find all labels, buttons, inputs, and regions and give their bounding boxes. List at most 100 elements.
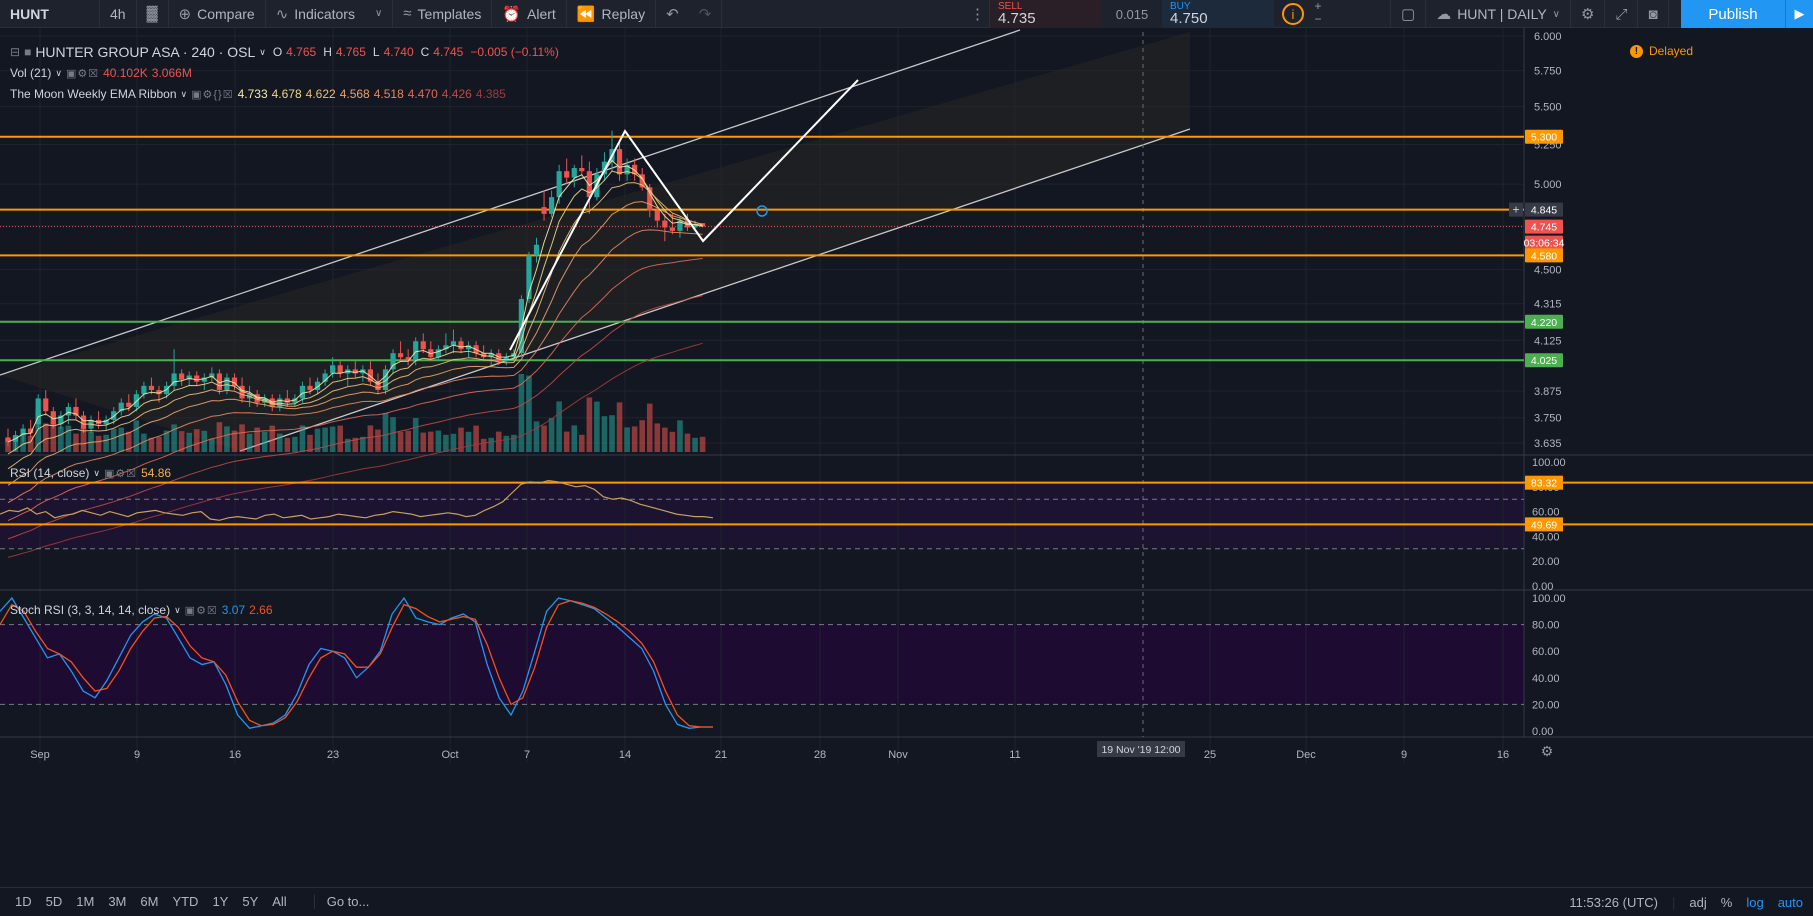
adj-toggle[interactable]: adj <box>1689 894 1707 910</box>
settings-button[interactable]: ⚙ <box>1571 0 1606 28</box>
ohlc-low: 4.740 <box>383 45 414 59</box>
candle-body <box>382 369 389 391</box>
range-5y[interactable]: 5Y <box>242 894 259 909</box>
redo-button[interactable]: ↷ <box>689 0 723 28</box>
volume-bar <box>314 428 321 452</box>
candle-body <box>156 390 162 395</box>
stoch-legend: Stoch RSI (3, 3, 14, 14, close) ∨ ▣⚙☒ 3.… <box>10 603 273 617</box>
price-axis-label: 4.500 <box>1534 265 1562 277</box>
volume-bar <box>292 436 298 452</box>
ohlc-l-label: L <box>372 45 380 59</box>
chevron-down-icon[interactable]: ∨ <box>174 604 181 615</box>
series-title[interactable]: HUNTER GROUP ASA · 240 · OSL <box>35 44 256 60</box>
buy-button[interactable]: BUY 4.750 <box>1162 0 1274 28</box>
candle-body <box>322 373 328 382</box>
chevron-down-icon[interactable]: ∨ <box>93 467 100 478</box>
candle-body <box>209 373 215 378</box>
layout-button[interactable]: ☁ HUNT | DAILY ∨ <box>1426 0 1571 28</box>
indicators-button[interactable]: ∿ Indicators ∨ <box>266 0 394 28</box>
stoch-k-value: 3.07 <box>221 603 246 617</box>
log-toggle[interactable]: log <box>1746 894 1764 910</box>
qty-stepper[interactable]: + − <box>1312 0 1324 28</box>
legend-buttons[interactable]: ▣⚙☒ <box>103 467 138 480</box>
plus-icon: + <box>1512 203 1519 217</box>
replay-button[interactable]: ⏪ Replay <box>567 0 657 28</box>
zigzag-drawing <box>509 79 859 351</box>
goto-button[interactable]: Go to... <box>313 894 369 909</box>
chevron-down-icon[interactable]: ∨ <box>259 46 266 57</box>
volume-name[interactable]: Vol (21) <box>10 66 52 80</box>
range-ytd[interactable]: YTD <box>172 894 199 909</box>
ema-name[interactable]: The Moon Weekly EMA Ribbon <box>10 87 177 101</box>
price-badge-label: 4.845 <box>1531 205 1557 217</box>
range-6m[interactable]: 6M <box>140 894 159 909</box>
auto-toggle[interactable]: auto <box>1777 894 1803 910</box>
interval-button[interactable]: 4h <box>100 0 137 28</box>
volume-bar <box>428 431 434 452</box>
volume-bar <box>465 431 472 452</box>
range-3m[interactable]: 3M <box>108 894 127 909</box>
range-1y[interactable]: 1Y <box>212 894 229 909</box>
time-cursor-box <box>1097 741 1185 757</box>
range-all[interactable]: All <box>272 894 287 909</box>
compare-button[interactable]: ⊕ Compare <box>169 0 266 28</box>
delayed-badge[interactable]: ! Delayed <box>1629 44 1693 58</box>
undo-icon: ↶ <box>666 5 679 23</box>
candle-body <box>488 353 494 358</box>
chevron-down-icon[interactable]: ∨ <box>180 88 188 99</box>
volume-bar <box>616 402 623 452</box>
volume-bar <box>541 425 547 452</box>
fullscreen-button[interactable]: ⤢ <box>1605 0 1639 28</box>
templates-button[interactable]: ≈ Templates <box>393 0 493 28</box>
sell-button[interactable]: SELL 4.735 <box>990 0 1102 28</box>
chart-type-button[interactable]: ▓ <box>137 0 169 28</box>
stoch-k-line <box>0 596 713 730</box>
candle-body <box>148 385 155 391</box>
redo-icon: ↷ <box>698 5 712 23</box>
volume-bar <box>231 430 238 452</box>
undo-button[interactable]: ↶ <box>656 0 689 28</box>
drag-handle[interactable]: ⋮ <box>966 0 990 28</box>
candle-body <box>549 197 555 214</box>
snapshot-button[interactable]: ◙ <box>1638 0 1669 28</box>
ema-value: 4.426 <box>441 87 472 101</box>
volume-bar <box>344 438 351 452</box>
candle-body <box>533 244 540 256</box>
volume-bar <box>382 413 389 452</box>
volume-bar <box>12 435 19 452</box>
trading-panel: ⋮ SELL 4.735 0.015 BUY 4.750 i + − <box>966 0 1324 28</box>
volume-bar <box>193 429 200 452</box>
minus-icon[interactable]: − <box>1314 12 1322 26</box>
candle-body <box>677 220 683 231</box>
range-1d[interactable]: 1D <box>15 894 32 909</box>
fullscreen-rect-button[interactable]: ▢ <box>1390 0 1427 28</box>
range-1m[interactable]: 1M <box>76 894 95 909</box>
volume-bar <box>5 438 11 452</box>
collapse-icon[interactable]: ⊟ <box>10 45 21 59</box>
publish-button[interactable]: Publish <box>1681 0 1785 28</box>
legend-buttons[interactable]: ▣⚙☒ <box>184 604 218 617</box>
chevron-down-icon[interactable]: ∨ <box>55 67 62 78</box>
legend-buttons[interactable]: ▣⚙{}☒ <box>191 88 234 101</box>
info-icon[interactable]: i <box>1282 3 1304 25</box>
chart-canvas[interactable]: Sep 9 16 23 Oct 7 14 21 28 Nov 11 25 Dec 9 16 6.000 5.75… <box>0 28 1813 887</box>
percent-toggle[interactable]: % <box>1720 894 1733 910</box>
channel-lower-line <box>239 128 1191 452</box>
volume-bar <box>27 435 34 452</box>
chevron-down-icon: ∨ <box>374 8 383 19</box>
rsi-badge-label: 83.32 <box>1531 478 1557 490</box>
alert-button[interactable]: ⏰ Alert <box>492 0 567 28</box>
plus-icon[interactable]: + <box>1314 0 1322 13</box>
rsi-name[interactable]: RSI (14, close) <box>10 466 90 480</box>
symbol-search[interactable]: HUNT <box>0 0 100 28</box>
play-button[interactable]: ▶ <box>1785 0 1813 28</box>
legend-buttons[interactable]: ▣⚙☒ <box>65 67 100 80</box>
price-badge <box>1525 248 1563 263</box>
range-5d[interactable]: 5D <box>45 894 63 909</box>
top-toolbar: HUNT 4h ▓ ⊕ Compare ∿ Indicators ∨ ≈ Tem… <box>0 0 1813 28</box>
utc-clock[interactable]: 11:53:26 (UTC) <box>1569 894 1659 910</box>
ema-value: 4.470 <box>407 87 438 101</box>
candle-body <box>692 224 698 228</box>
stoch-name[interactable]: Stoch RSI (3, 3, 14, 14, close) <box>10 603 171 617</box>
volume-bar <box>65 425 72 452</box>
